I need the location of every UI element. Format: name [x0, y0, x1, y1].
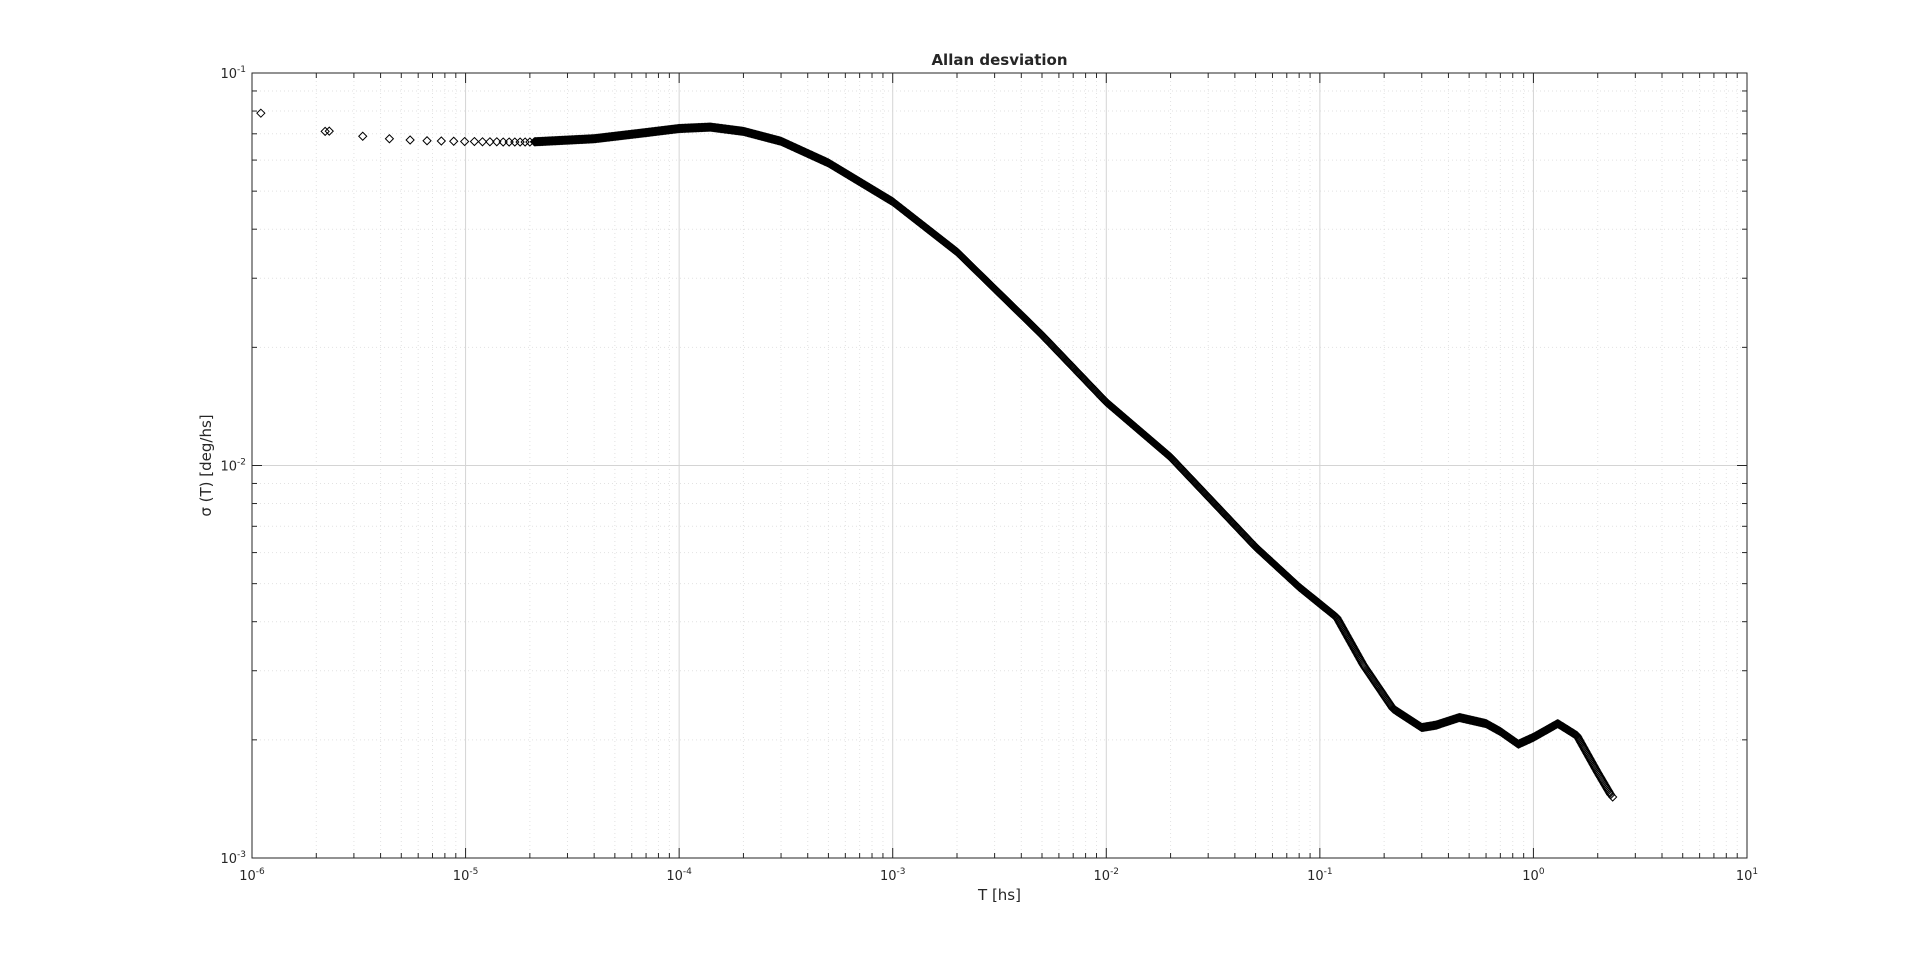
data-point-marker — [436, 136, 447, 146]
x-tick-label: 10-2 — [1094, 867, 1120, 884]
data-point-marker — [469, 136, 480, 147]
x-tick-label: 101 — [1736, 867, 1758, 884]
data-point-marker — [485, 137, 495, 147]
plot-frame — [251, 72, 1748, 859]
data-point-marker — [422, 136, 432, 146]
x-tick-label: 10-3 — [880, 867, 906, 884]
data-point-marker — [405, 135, 415, 145]
x-tick-label: 10-6 — [239, 867, 265, 884]
data-point-marker — [477, 137, 488, 147]
y-tick-label: 10-1 — [220, 65, 246, 82]
y-tick-label: 10-3 — [220, 850, 246, 867]
x-tick-label: 10-5 — [453, 867, 479, 884]
y-axis-label: σ (T) [deg/hs] — [197, 414, 215, 516]
data-point-marker — [324, 126, 334, 136]
data-point-marker — [256, 108, 266, 118]
data-point-marker — [358, 131, 368, 141]
data-point-marker — [384, 134, 395, 144]
x-tick-labels: 10-6 10-5 10-4 10-3 10-2 10-1 100 101 — [239, 867, 1758, 884]
y-tick-labels: 10-3 10-2 10-1 — [220, 65, 246, 867]
data-point-marker — [320, 126, 330, 137]
data-point-marker — [492, 137, 502, 147]
x-tick-label: 100 — [1522, 867, 1545, 884]
x-tick-label: 10-4 — [666, 867, 692, 884]
data-point-marker — [459, 136, 470, 147]
data-point-marker — [449, 136, 459, 146]
x-tick-label: 10-1 — [1307, 867, 1333, 884]
data-point-marker — [1607, 792, 1618, 802]
data-markers — [256, 108, 1618, 802]
x-axis-label: T [hs] — [977, 886, 1021, 904]
axis-ticks — [251, 73, 1747, 859]
chart-title: Allan desviation — [931, 51, 1067, 69]
y-tick-label: 10-2 — [220, 458, 246, 475]
